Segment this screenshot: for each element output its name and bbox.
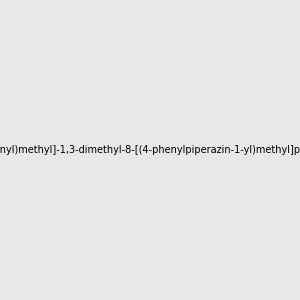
Text: 7-[(4-Fluorophenyl)methyl]-1,3-dimethyl-8-[(4-phenylpiperazin-1-yl)methyl]purine: 7-[(4-Fluorophenyl)methyl]-1,3-dimethyl-… xyxy=(0,145,300,155)
